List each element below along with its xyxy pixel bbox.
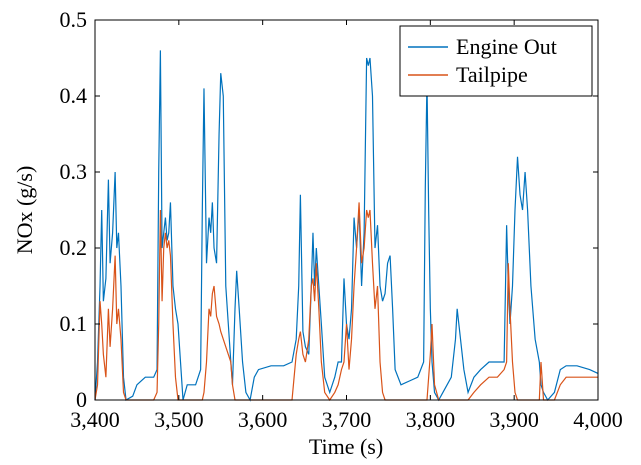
y-tick-label: 0.4	[60, 83, 88, 108]
x-tick-label: 3,800	[406, 407, 456, 432]
x-tick-label: 3,600	[238, 407, 288, 432]
y-tick-label: 0.5	[60, 7, 88, 32]
y-tick-label: 0	[76, 387, 87, 412]
x-axis-label: Time (s)	[309, 434, 383, 459]
x-tick-label: 3,500	[154, 407, 204, 432]
x-tick-label: 3,400	[70, 407, 120, 432]
legend-label: Tailpipe	[456, 62, 528, 87]
data-line	[94, 50, 599, 402]
y-tick-label: 0.3	[60, 159, 88, 184]
y-tick-label: 0.2	[60, 235, 88, 260]
legend-box	[399, 25, 593, 97]
x-tick-label: 4,000	[573, 407, 623, 432]
x-tick-label: 3,900	[489, 407, 539, 432]
y-tick-label: 0.1	[60, 311, 88, 336]
y-axis-label: NOx (g/s)	[12, 166, 37, 255]
x-tick-label: 3,700	[322, 407, 372, 432]
legend-label: Engine Out	[456, 34, 557, 59]
data-line	[94, 202, 598, 402]
